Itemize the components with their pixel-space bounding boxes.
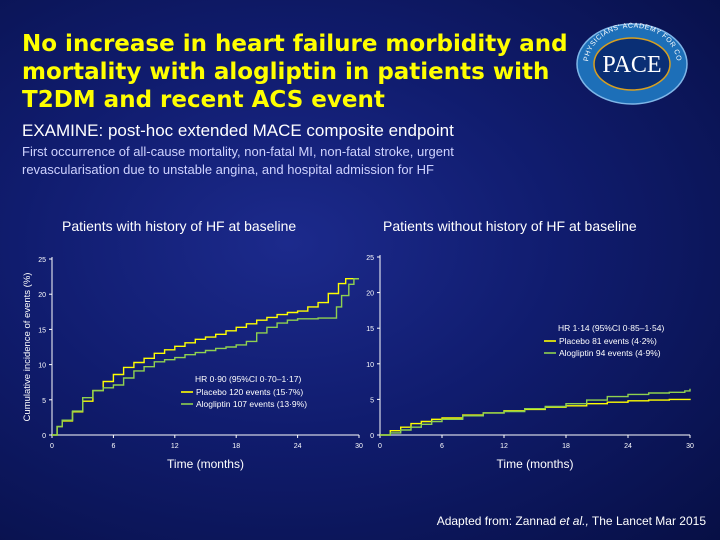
logo-text: PACE xyxy=(602,52,661,78)
chart-2-series-alogliptin xyxy=(380,388,691,436)
slide-subtitle: EXAMINE: post-hoc extended MACE composit… xyxy=(22,121,454,140)
chart-1-title: Patients with history of HF at baseline xyxy=(62,218,297,234)
slide-description: First occurrence of all-cause mortality,… xyxy=(22,144,454,177)
chart-2-y-tick-label: 10 xyxy=(366,362,374,369)
chart-1-hr-annotation: HR 0·90 (95%CI 0·70–1·17) xyxy=(195,374,301,384)
chart-1-legend-label: Alogliptin 107 events (13·9%) xyxy=(196,399,307,409)
chart-2-x-tick-label: 12 xyxy=(500,443,508,450)
chart-2-title: Patients without history of HF at baseli… xyxy=(383,218,637,234)
chart-1-x-tick-label: 6 xyxy=(111,443,115,450)
chart-1-y-tick-label: 15 xyxy=(38,327,46,334)
chart-1-series-alogliptin xyxy=(52,278,359,436)
chart-2-y-tick-label: 5 xyxy=(370,397,374,404)
slide-title: No increase in heart failure morbidity a… xyxy=(22,31,568,113)
chart-1-y-tick-label: 10 xyxy=(38,363,46,370)
chart-1-x-tick-label: 18 xyxy=(232,443,240,450)
chart-2-x-tick-label: 0 xyxy=(378,443,382,450)
chart-2-x-tick-label: 18 xyxy=(562,443,570,450)
chart-1-x-tick-label: 12 xyxy=(171,443,179,450)
chart-2-x-label: Time (months) xyxy=(497,457,574,471)
chart-1-x-label: Time (months) xyxy=(167,457,244,471)
chart-2-x-tick-label: 24 xyxy=(624,443,632,450)
chart-1-legend-label: Placebo 120 events (15·7%) xyxy=(196,387,303,397)
chart-2-y-tick-label: 25 xyxy=(366,255,374,262)
chart-1-x-tick-label: 0 xyxy=(50,443,54,450)
chart-2-y-tick-label: 20 xyxy=(366,291,374,298)
chart-2-y-tick-label: 15 xyxy=(366,326,374,333)
chart-2-x-tick-label: 6 xyxy=(440,443,444,450)
chart-1-y-label: Cumulative incidence of events (%) xyxy=(22,273,33,422)
chart-2-series-placebo xyxy=(380,398,691,436)
chart-1-y-tick-label: 0 xyxy=(42,433,46,440)
chart-2-legend-label: Placebo 81 events (4·2%) xyxy=(559,336,657,346)
chart-2-y-tick-label: 0 xyxy=(370,433,374,440)
pace-logo: PHYSICIANS' ACADEMY FOR CONTINUING EDUCA… xyxy=(570,20,688,105)
chart-1-y-tick-label: 5 xyxy=(42,398,46,405)
chart-1-series-placebo xyxy=(52,278,359,436)
chart-1-x-tick-label: 30 xyxy=(355,443,363,450)
chart-2-hr-annotation: HR 1·14 (95%CI 0·85–1·54) xyxy=(558,323,664,333)
chart-2-legend-label: Alogliptin 94 events (4·9%) xyxy=(559,348,661,358)
chart-1-x-tick-label: 24 xyxy=(294,443,302,450)
chart-2-x-tick-label: 30 xyxy=(686,443,694,450)
chart-1-y-tick-label: 20 xyxy=(38,292,46,299)
citation: Adapted from: Zannad et al., The Lancet … xyxy=(436,514,706,528)
chart-1-y-tick-label: 25 xyxy=(38,257,46,264)
